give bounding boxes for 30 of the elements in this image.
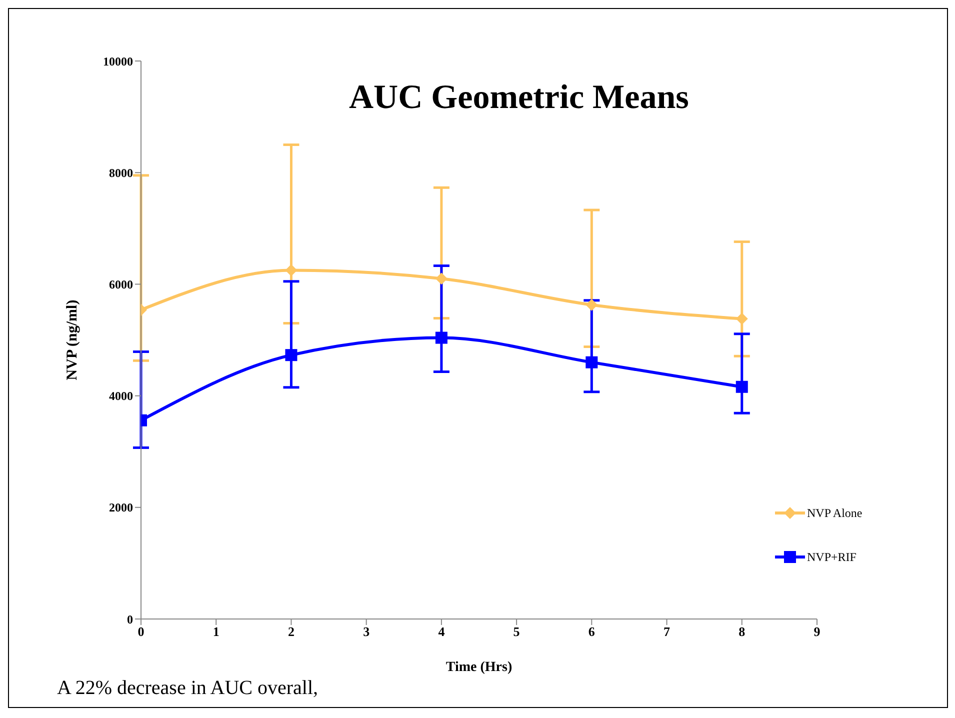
point bbox=[736, 312, 748, 325]
x-tick-label: 9 bbox=[814, 624, 821, 640]
x-tick-label: 1 bbox=[212, 624, 220, 640]
y-tick-label: 2000 bbox=[109, 500, 133, 515]
x-tick-label: 2 bbox=[288, 624, 294, 640]
point bbox=[285, 264, 298, 276]
y-tick-label: 0 bbox=[127, 612, 133, 626]
x-tick-label: 4 bbox=[438, 624, 446, 640]
x-tick-label: 5 bbox=[513, 624, 520, 640]
point bbox=[736, 380, 748, 393]
y-tick-label: 4000 bbox=[109, 389, 133, 404]
x-tick-label: 7 bbox=[664, 624, 671, 640]
x-tick-label: 3 bbox=[363, 624, 370, 640]
y-axis-title: NVP (ng/ml) bbox=[64, 300, 80, 380]
point bbox=[586, 298, 598, 311]
x-tick-label: 8 bbox=[738, 624, 746, 640]
y-tick-label: 10000 bbox=[103, 54, 133, 68]
x-tick-label: 0 bbox=[138, 624, 144, 640]
point bbox=[435, 332, 448, 344]
legend-label: NVP Alone bbox=[807, 506, 862, 520]
y-tick-label: 8000 bbox=[109, 166, 133, 180]
point bbox=[586, 356, 598, 368]
point bbox=[435, 272, 448, 285]
point bbox=[285, 349, 298, 362]
x-axis-title: Time (Hrs) bbox=[446, 660, 512, 675]
text: AUC Geometric Means bbox=[349, 79, 689, 117]
x-tick-label: 6 bbox=[588, 624, 596, 640]
y-tick-label: 6000 bbox=[109, 277, 133, 292]
legend-label: NVP+RIF bbox=[807, 550, 856, 564]
text: A 22% decrease in AUC overall, bbox=[57, 677, 318, 700]
